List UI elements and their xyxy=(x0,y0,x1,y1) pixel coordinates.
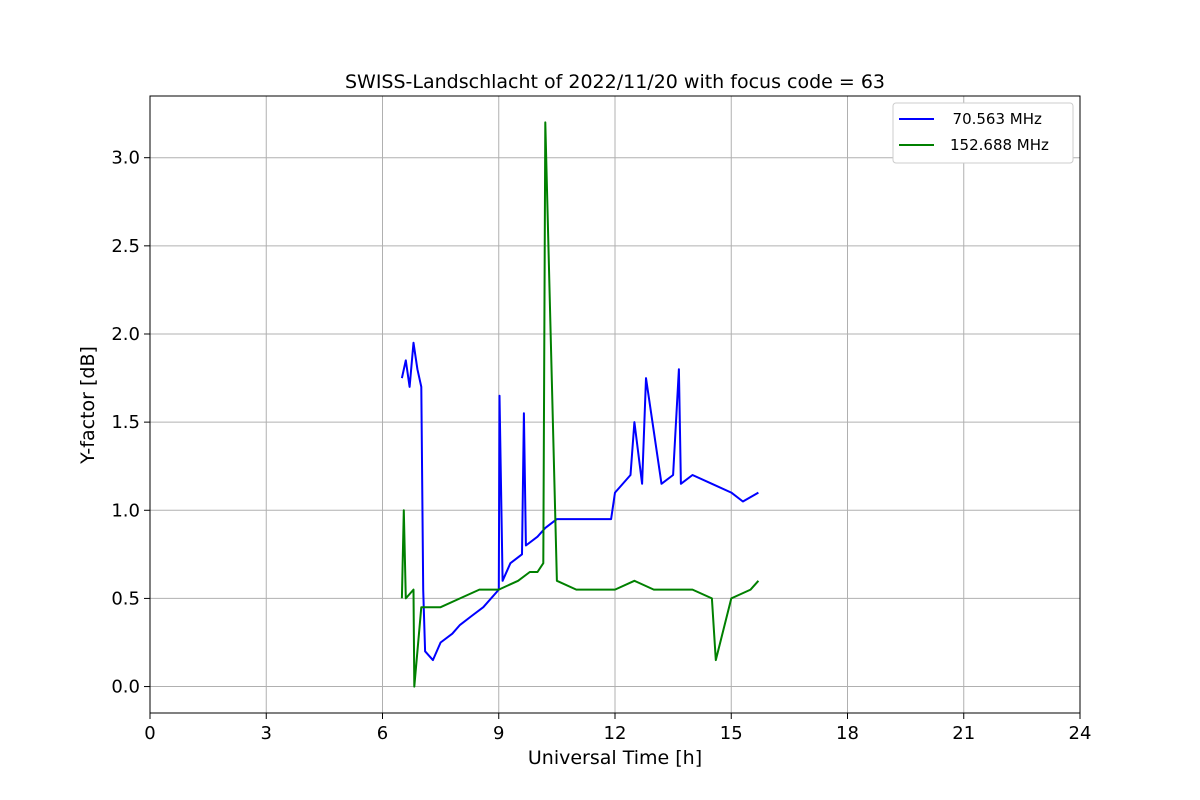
legend-label-152mhz: 152.688 MHz xyxy=(950,136,1049,154)
y-tick-label: 0.0 xyxy=(111,677,140,698)
legend-box xyxy=(892,102,1074,164)
y-tick-label: 1.5 xyxy=(111,412,140,433)
chart-title: SWISS-Landschlacht of 2022/11/20 with fo… xyxy=(345,71,885,93)
series-line-152mhz xyxy=(400,121,760,688)
series-line-70mhz xyxy=(400,341,759,662)
x-tick-label: 15 xyxy=(720,723,743,744)
y-tick-label: 0.5 xyxy=(111,588,140,609)
x-tick-label: 3 xyxy=(261,723,272,744)
legend-label-70mhz: 70.563 MHz xyxy=(943,110,1042,128)
x-tick-label: 21 xyxy=(952,723,975,744)
legend: 70.563 MHz 152.688 MHz xyxy=(892,102,1074,164)
y-axis-label: Y-factor [dB] xyxy=(77,346,99,465)
y-axis-ticks: 0.0 0.5 1.0 1.5 2.0 2.5 3.0 xyxy=(111,148,150,698)
y-tick-label: 3.0 xyxy=(111,148,140,169)
x-tick-label: 12 xyxy=(604,723,627,744)
x-axis-label: Universal Time [h] xyxy=(528,747,702,769)
y-tick-label: 2.5 xyxy=(111,236,140,257)
y-tick-label: 2.0 xyxy=(111,324,140,345)
y-tick-label: 1.0 xyxy=(111,500,140,521)
x-axis-ticks: 0 3 6 9 12 15 18 21 24 xyxy=(144,713,1091,744)
x-tick-label: 0 xyxy=(144,723,155,744)
x-tick-label: 24 xyxy=(1069,723,1092,744)
x-tick-label: 9 xyxy=(493,723,504,744)
series-lines xyxy=(400,121,760,688)
x-tick-label: 6 xyxy=(377,723,388,744)
x-tick-label: 18 xyxy=(836,723,859,744)
